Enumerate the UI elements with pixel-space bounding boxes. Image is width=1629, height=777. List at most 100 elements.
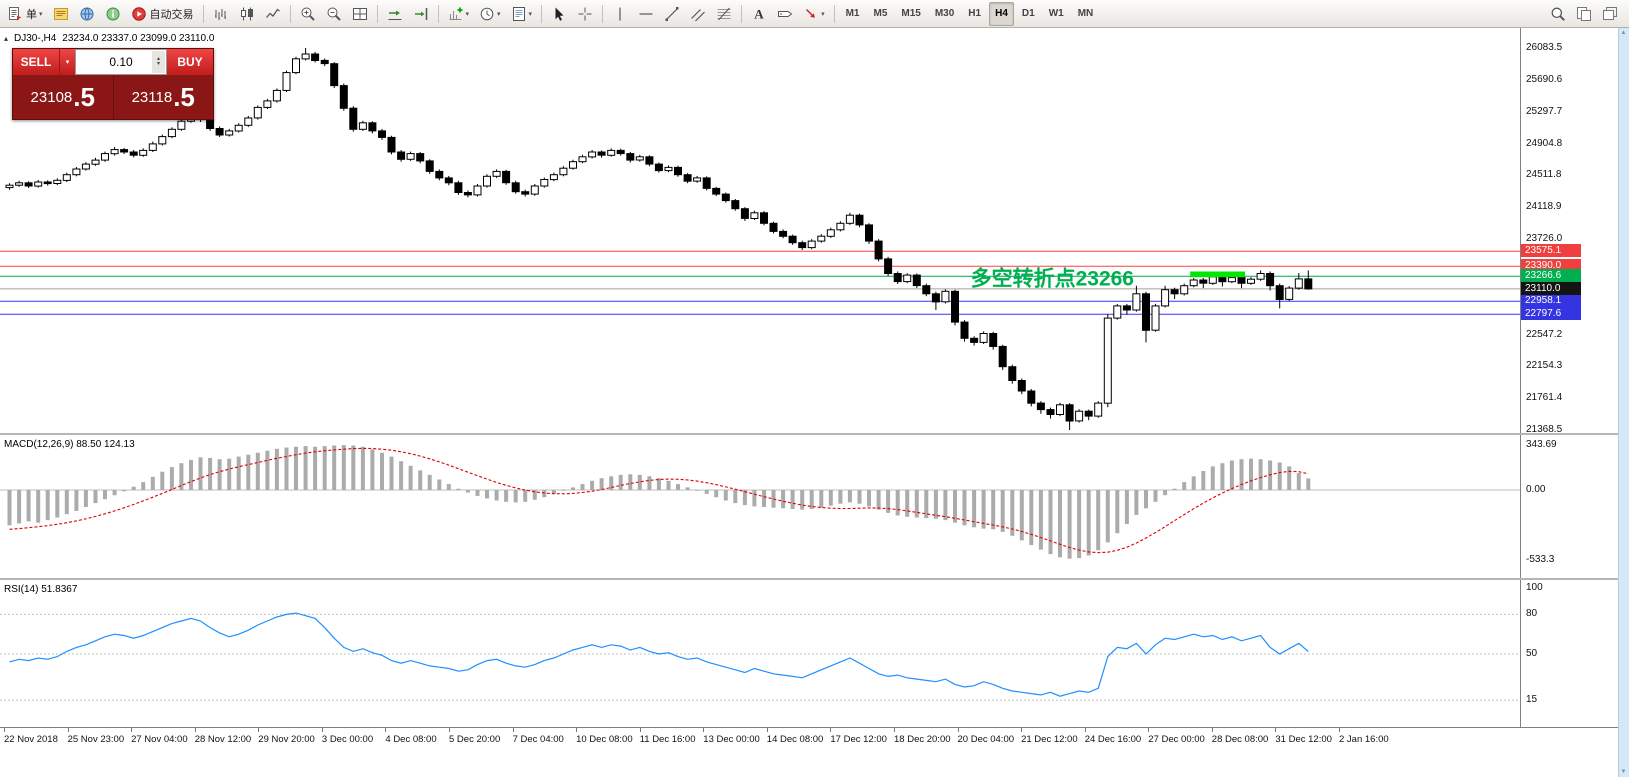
timeframe-button-mn[interactable]: MN	[1077, 8, 1094, 19]
sell-button[interactable]: SELL	[13, 49, 59, 75]
time-axis-label: 4 Dec 08:00	[385, 728, 437, 745]
search-button[interactable]	[1546, 2, 1570, 26]
chart-plot-area[interactable]: 多空转折点23266	[0, 28, 1520, 433]
timeframe-button-m1[interactable]: M1	[845, 8, 860, 19]
time-axis-label: 27 Nov 04:00	[131, 728, 188, 745]
rsi-scale-label: 15	[1526, 694, 1538, 706]
stepper-up-icon[interactable]: ▴	[156, 56, 160, 62]
zoom-in-button[interactable]	[296, 2, 320, 26]
price-scale[interactable]: 26083.5 25690.6 25297.7 24904.8 24511.8 24118…	[1520, 28, 1620, 435]
autotrade-icon	[131, 6, 146, 21]
price-scale-label: 25690.6	[1526, 73, 1563, 85]
periods-button[interactable]: ▾	[475, 2, 505, 26]
auto-scroll-button[interactable]	[383, 2, 407, 26]
dropdown-caret-icon: ▾	[39, 10, 43, 18]
time-axis-label: 17 Dec 12:00	[830, 728, 887, 745]
cursor-button[interactable]	[547, 2, 571, 26]
one-click-collapse-icon[interactable]: ▴	[4, 34, 9, 43]
bar-chart-button[interactable]	[209, 2, 233, 26]
rsi-plot-area[interactable]	[0, 580, 1520, 727]
market-watch-button[interactable]	[75, 2, 99, 26]
horizontal-line-icon	[639, 12, 653, 15]
turning-point-annotation[interactable]: 多空转折点23266	[971, 267, 1134, 291]
dropdown-caret-icon: ▾	[528, 10, 533, 18]
highlight-zone[interactable]	[1190, 271, 1245, 278]
equidistant-channel-button[interactable]	[686, 2, 710, 26]
line-chart-button[interactable]	[261, 2, 285, 26]
indicators-button[interactable]: ▾	[444, 2, 474, 26]
time-axis-label: 2 Jan 16:00	[1339, 728, 1389, 745]
timeframe-button-m15[interactable]: M15	[901, 8, 921, 19]
metaeditor-button[interactable]	[49, 2, 73, 26]
time-axis-label: 5 Dec 20:00	[449, 728, 501, 745]
time-axis-label: 10 Dec 08:00	[576, 728, 633, 745]
arrows-icon	[806, 8, 815, 18]
buy-button[interactable]: BUY	[167, 49, 213, 75]
chart-shift-button[interactable]	[409, 2, 433, 26]
text-label-icon	[778, 10, 793, 17]
tile-windows-button[interactable]	[348, 2, 372, 26]
stepper-down-icon[interactable]: ▾	[156, 61, 160, 67]
panel-splitter[interactable]	[0, 433, 1629, 435]
candlestick-chart-button[interactable]	[235, 2, 259, 26]
scroll-up-arrow-icon[interactable]: ▲	[1620, 30, 1627, 36]
crosshair-button[interactable]	[573, 2, 597, 26]
timeframe-button-h1[interactable]: H1	[968, 8, 982, 19]
scroll-down-arrow-icon[interactable]: ▼	[1620, 769, 1627, 775]
timeframe-button-m30[interactable]: M30	[934, 8, 955, 19]
sell-price-button[interactable]: 23108.5	[13, 75, 113, 119]
timeframe-button-d1[interactable]: D1	[1021, 8, 1035, 19]
timeframe-button-m5[interactable]: M5	[873, 8, 888, 19]
autotrade-button[interactable]: 自动交易	[127, 2, 198, 26]
price-scale-label: 26083.5	[1526, 42, 1563, 53]
volume-stepper[interactable]: ▴ ▾	[152, 51, 165, 73]
arrows-button[interactable]: ▾	[799, 2, 829, 26]
line-chart-icon	[265, 8, 280, 18]
timeframe-button-h4[interactable]: H4	[989, 1, 1014, 26]
bottom-strip	[0, 749, 1629, 777]
macd-plot-area[interactable]	[0, 435, 1520, 578]
zoom-in-icon	[301, 7, 315, 21]
text-label-button[interactable]	[773, 2, 797, 26]
macd-value-scale[interactable]: 343.69 0.00 -533.3	[1520, 435, 1620, 578]
macd-scale-label: -533.3	[1526, 553, 1555, 565]
volume-input[interactable]: 0.10 ▴ ▾	[75, 49, 167, 75]
vertical-scrollbar[interactable]: ▲ ▼	[1618, 28, 1629, 777]
horizontal-line-button[interactable]	[634, 2, 658, 26]
sell-price: 23108	[30, 88, 73, 106]
time-axis-label: 18 Dec 20:00	[894, 728, 951, 745]
rsi-value-scale[interactable]: 100 80 50 15	[1520, 580, 1620, 727]
new-window-button[interactable]	[1572, 2, 1596, 26]
new-window-icon	[1577, 6, 1591, 21]
current-price-box: 23110.0	[1521, 281, 1581, 295]
text-button[interactable]: A	[747, 2, 771, 26]
trendline-icon	[665, 6, 679, 21]
candlestick-series[interactable]	[5, 48, 1313, 430]
timeframe-button-w1[interactable]: W1	[1048, 8, 1064, 19]
rsi-scale-label: 80	[1526, 608, 1538, 620]
fibonacci-button[interactable]	[712, 2, 736, 26]
time-axis-label: 11 Dec 16:00	[639, 728, 696, 745]
buy-price-button[interactable]: 23118.5	[112, 75, 214, 119]
templates-button[interactable]: ▾	[507, 2, 537, 26]
macd-indicator-panel: 343.69 0.00 -533.3 MACD(12,26,9) 88.50 124…	[0, 435, 1629, 578]
dropdown-caret-icon: ▾	[465, 10, 470, 18]
panel-splitter[interactable]	[0, 578, 1629, 580]
vertical-line-button[interactable]	[608, 2, 632, 26]
time-axis[interactable]: 22 Nov 2018 25 Nov 23:00 27 Nov 04:00 28 No…	[0, 727, 1629, 749]
tile-windows-icon	[352, 7, 367, 20]
cascade-windows-button[interactable]	[1598, 2, 1622, 26]
zoom-out-button[interactable]	[322, 2, 346, 26]
rsi-label: RSI(14) 51.8367	[4, 584, 78, 595]
toolbar-separator	[541, 4, 543, 23]
trendline-button[interactable]	[660, 2, 684, 26]
rsi-scale-label: 50	[1526, 648, 1538, 659]
price-level-box: 23266.6	[1521, 269, 1581, 283]
new-order-button[interactable]: 单 ▾	[3, 2, 47, 26]
toolbar-separator	[289, 4, 291, 23]
price-scale-label: 21761.4	[1526, 392, 1563, 404]
trade-mode-dropdown[interactable]: ▾	[59, 49, 75, 75]
help-button[interactable]	[101, 2, 125, 26]
crosshair-icon	[578, 7, 592, 20]
time-axis-label: 31 Dec 12:00	[1275, 728, 1332, 745]
